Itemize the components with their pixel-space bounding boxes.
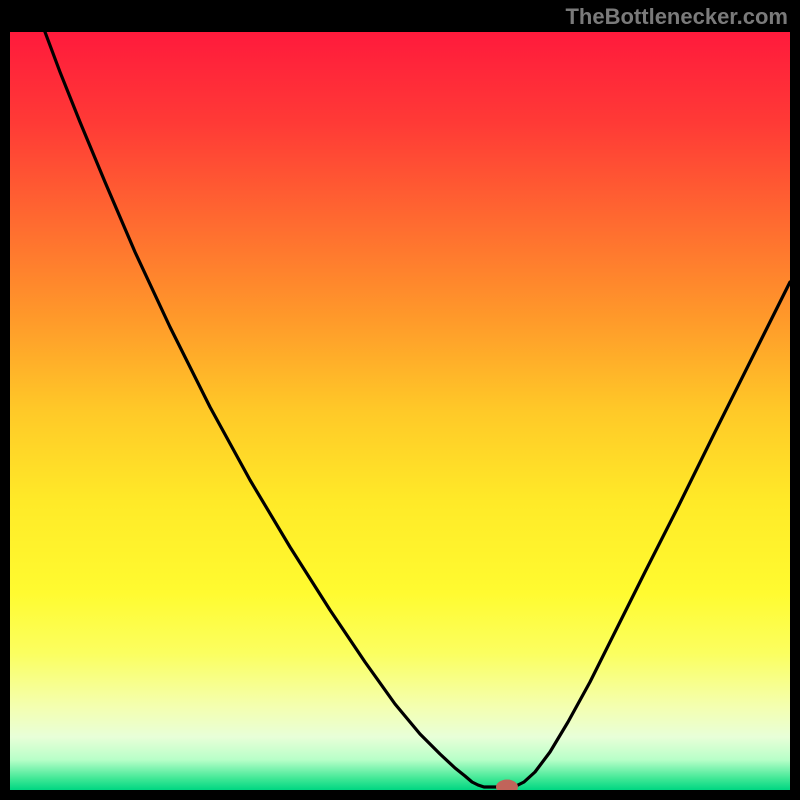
frame-bottom [0,790,800,800]
chart-container: TheBottlenecker.com [0,0,800,800]
frame-right [790,0,800,800]
plot-area [10,32,790,790]
frame-left [0,0,10,800]
watermark-text: TheBottlenecker.com [565,4,788,30]
optimal-marker [10,32,790,790]
